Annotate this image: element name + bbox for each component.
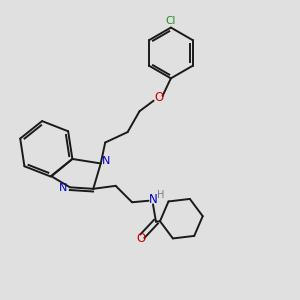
Text: O: O (154, 91, 164, 104)
Text: H: H (157, 190, 164, 200)
Text: O: O (136, 232, 146, 245)
Text: N: N (148, 194, 158, 206)
Text: N: N (58, 183, 67, 193)
Text: N: N (102, 156, 111, 166)
Text: Cl: Cl (166, 16, 176, 26)
